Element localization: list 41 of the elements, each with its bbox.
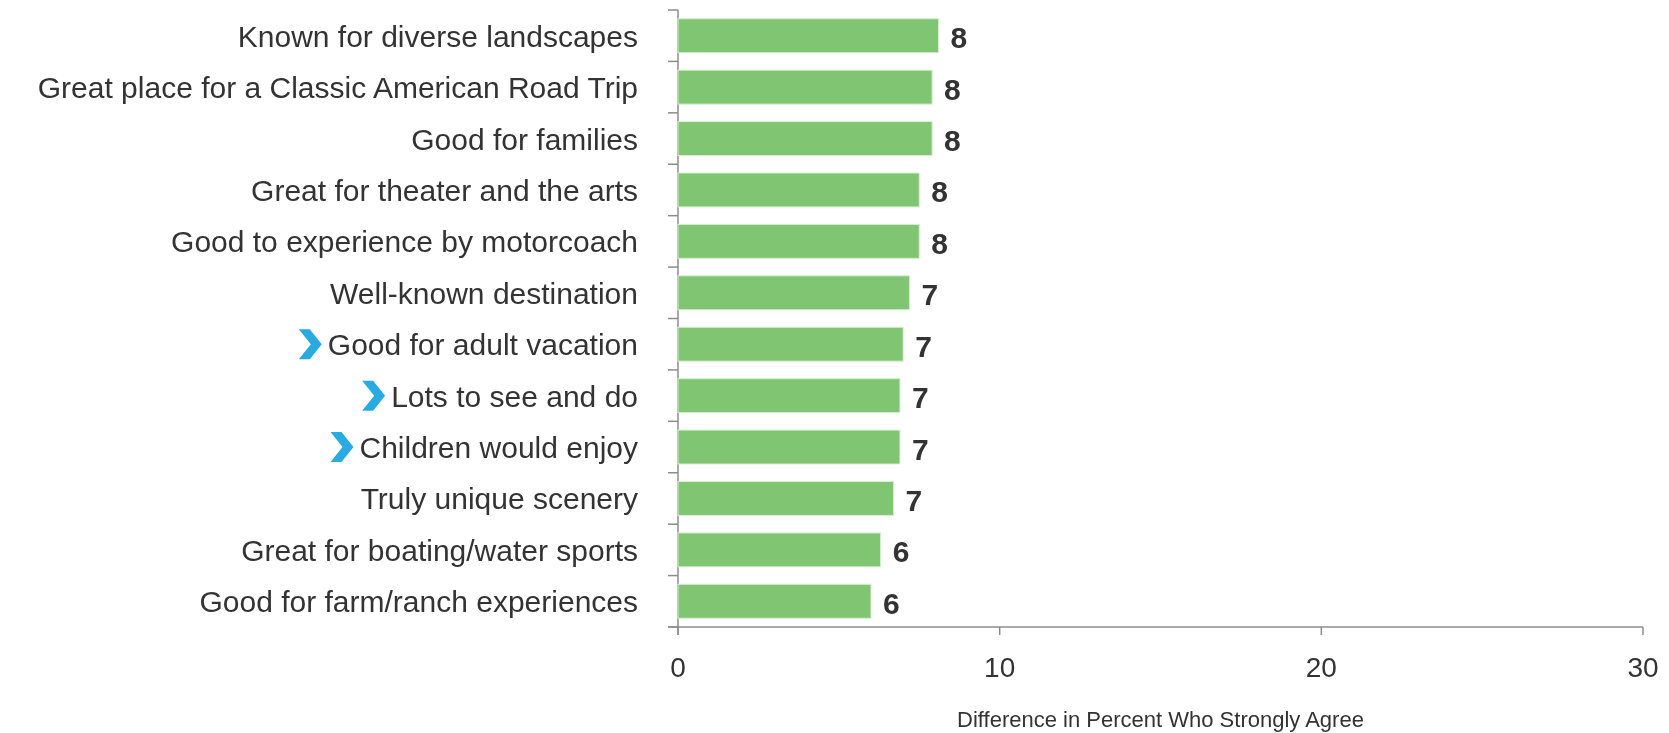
data-label: 8	[944, 124, 961, 158]
bar	[677, 223, 920, 259]
bar	[677, 275, 911, 311]
bar	[677, 583, 872, 619]
y-tick-label: Known for diverse landscapes	[237, 19, 638, 53]
data-label: 8	[950, 21, 968, 55]
data-label: 8	[931, 175, 948, 209]
x-tick-label: 10	[984, 651, 1016, 683]
bar	[677, 326, 904, 362]
data-label: 6	[892, 535, 910, 569]
y-tick-label: Good for families	[411, 122, 638, 156]
y-tick-label: Well-known destination	[330, 276, 638, 310]
x-tick-label: 20	[1305, 651, 1337, 683]
x-tick-label: 30	[1627, 651, 1659, 683]
y-tick-label: Great for boating/water sports	[241, 533, 638, 567]
data-label: 8	[944, 72, 961, 106]
y-tick-label: Good for farm/ranch experiences	[199, 584, 638, 618]
bar	[677, 18, 940, 54]
bar	[677, 480, 895, 516]
y-tick-label: Good to experience by motorcoach	[171, 224, 638, 258]
data-label: 7	[915, 329, 932, 363]
y-tick-label: Truly unique scenery	[360, 481, 638, 515]
x-tick-label: 0	[670, 651, 686, 683]
bar	[677, 532, 882, 568]
bar	[677, 378, 901, 414]
data-label: 7	[911, 381, 929, 415]
bar	[677, 69, 933, 105]
bar	[677, 121, 933, 157]
y-tick-label: Lots to see and do	[391, 379, 638, 413]
y-tick-label: Great for theater and the arts	[251, 173, 638, 207]
data-label: 7	[921, 278, 939, 312]
data-label: 7	[911, 432, 929, 466]
y-tick-label: Good for adult vacation	[327, 327, 638, 361]
data-label: 6	[883, 586, 900, 620]
bar	[677, 172, 920, 208]
y-tick-label: Great place for a Classic American Road Trip	[37, 70, 638, 104]
y-tick-label: Children would enjoy	[359, 430, 638, 464]
data-label: 8	[931, 226, 948, 260]
data-label: 7	[905, 483, 923, 517]
x-axis-title: Difference in Percent Who Strongly Agree	[957, 706, 1364, 732]
bar	[677, 429, 901, 465]
